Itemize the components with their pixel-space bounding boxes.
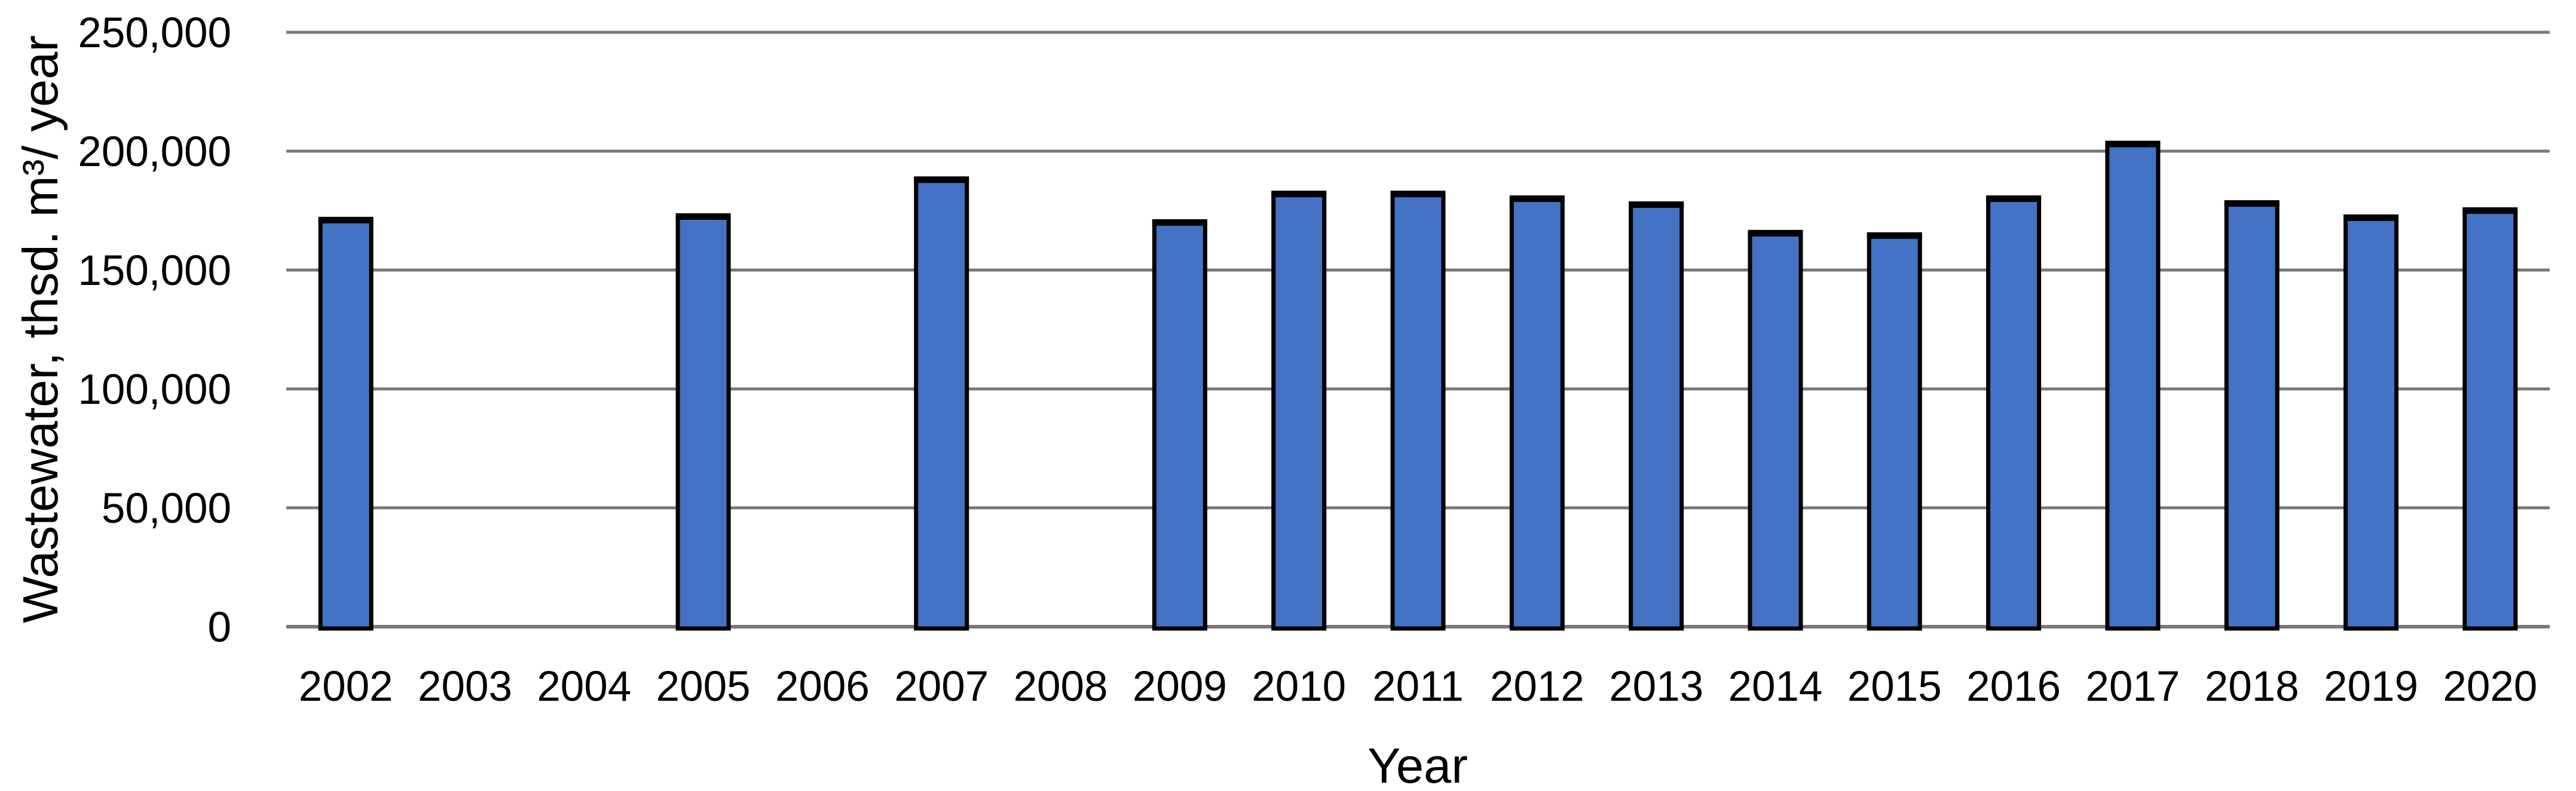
bar-2019	[2344, 215, 2399, 631]
y-tick-label-250000: 250,000	[78, 10, 231, 57]
bar-series	[318, 140, 2518, 631]
x-tick-label-2006: 2006	[775, 663, 870, 710]
x-tick-label-2017: 2017	[2085, 663, 2180, 710]
y-tick-label-50000: 50,000	[102, 485, 231, 532]
y-tick-label-100000: 100,000	[78, 366, 231, 413]
y-tick-label-200000: 200,000	[78, 128, 231, 176]
x-axis-tick-labels: 2002 2003 2004 2005 2006 2007 2008 2009 2010 2011…	[299, 663, 2538, 710]
bar-top-cap-2012	[1509, 195, 1565, 203]
x-tick-label-2012: 2012	[1490, 663, 1584, 710]
x-tick-label-2020: 2020	[2443, 663, 2537, 710]
bar-2002	[318, 217, 374, 631]
x-tick-label-2018: 2018	[2205, 663, 2299, 710]
bar-top-cap-2019	[2344, 214, 2399, 221]
bar-2007	[914, 177, 969, 631]
bar-top-cap-2009	[1152, 219, 1207, 226]
x-axis-title: Year	[1367, 738, 1468, 791]
bar-2005	[675, 214, 731, 631]
x-tick-label-2010: 2010	[1252, 663, 1346, 710]
x-tick-label-2011: 2011	[1372, 663, 1464, 710]
bar-2016	[1986, 197, 2042, 631]
y-axis-title: Wastewater, thsd. m³/ year	[13, 35, 68, 623]
bar-2012	[1509, 197, 1565, 631]
x-tick-label-2013: 2013	[1609, 663, 1703, 710]
bar-2018	[2224, 201, 2280, 631]
bar-top-cap-2020	[2462, 207, 2518, 214]
x-tick-label-2007: 2007	[894, 663, 989, 710]
x-tick-label-2014: 2014	[1728, 663, 1822, 710]
y-tick-label-150000: 150,000	[78, 247, 231, 295]
bar-2010	[1271, 192, 1327, 631]
bar-2020	[2462, 209, 2518, 631]
bar-top-cap-2007	[914, 176, 969, 183]
x-tick-label-2008: 2008	[1014, 663, 1108, 710]
x-tick-label-2019: 2019	[2324, 663, 2418, 710]
x-tick-label-2009: 2009	[1133, 663, 1227, 710]
bar-2015	[1867, 233, 1922, 631]
bar-2014	[1748, 231, 1803, 631]
bar-2009	[1152, 220, 1207, 631]
bar-top-cap-2017	[2105, 140, 2161, 148]
x-tick-label-2016: 2016	[1966, 663, 2061, 710]
bar-top-cap-2005	[675, 213, 731, 220]
bar-top-cap-2010	[1271, 191, 1327, 198]
bar-top-cap-2011	[1390, 191, 1446, 198]
y-tick-label-0: 0	[208, 604, 232, 651]
x-tick-label-2002: 2002	[299, 663, 393, 710]
bar-2011	[1390, 192, 1446, 631]
bar-2017	[2105, 142, 2161, 631]
y-axis-tick-labels: 0 50,000 100,000 150,000 200,000 250,000	[78, 10, 231, 651]
x-tick-label-2005: 2005	[656, 663, 751, 710]
bar-top-cap-2002	[318, 216, 374, 223]
bar-top-cap-2015	[1867, 232, 1922, 239]
x-tick-label-2004: 2004	[537, 663, 631, 710]
x-tick-label-2015: 2015	[1847, 663, 1942, 710]
bar-top-cap-2016	[1986, 195, 2042, 203]
x-tick-label-2003: 2003	[418, 663, 512, 710]
bar-2013	[1629, 203, 1684, 631]
bar-top-cap-2013	[1629, 201, 1684, 209]
bar-top-cap-2018	[2224, 200, 2280, 207]
bar-top-cap-2014	[1748, 229, 1803, 237]
